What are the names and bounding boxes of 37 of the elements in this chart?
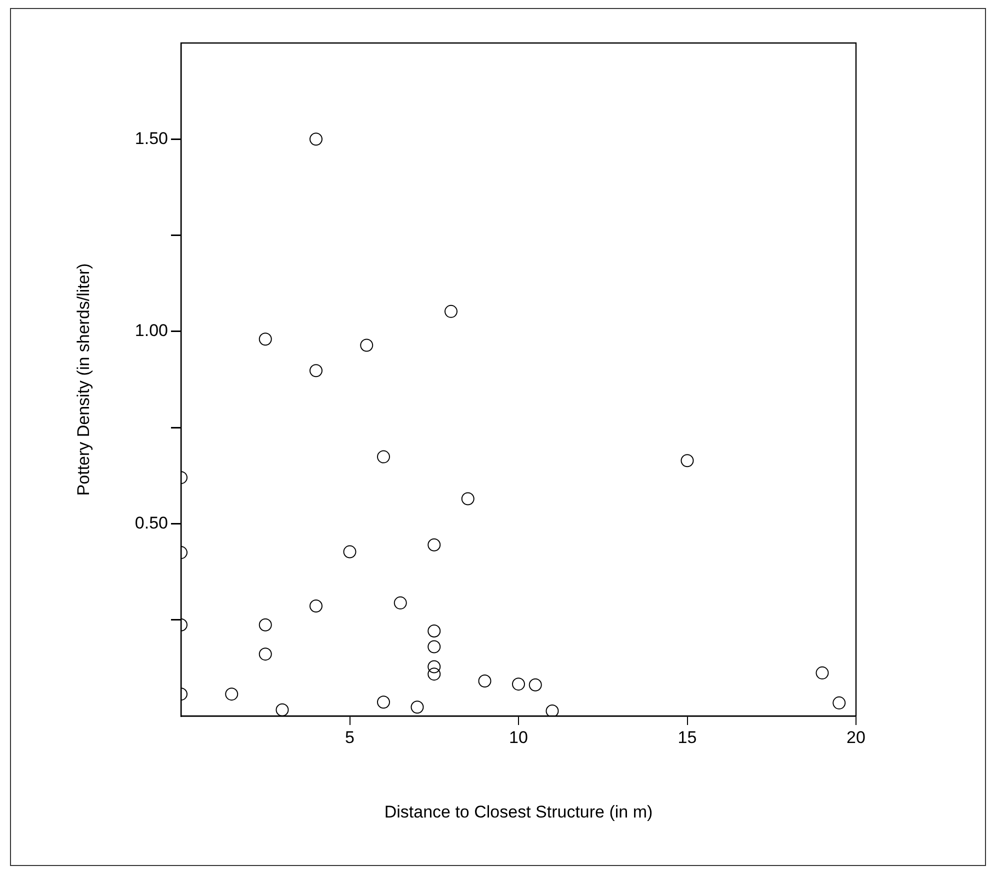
point <box>343 545 356 558</box>
point <box>258 618 272 632</box>
point <box>410 700 424 714</box>
point <box>428 668 441 681</box>
point <box>428 660 441 674</box>
point <box>680 454 694 468</box>
point <box>310 364 322 378</box>
point <box>528 678 542 692</box>
x-tick-label: 5 <box>345 728 354 747</box>
y-axis-title: Pottery Density (in sherds/liter) <box>74 263 93 496</box>
y-tick-label: 1.50 <box>134 128 168 148</box>
point <box>310 600 322 613</box>
point <box>360 338 374 352</box>
point <box>225 688 238 701</box>
point <box>428 624 441 638</box>
x-tick-label: 20 <box>846 728 866 747</box>
point <box>428 538 441 552</box>
y-tick-label: 0.50 <box>134 513 168 532</box>
point <box>512 678 525 691</box>
point <box>832 696 846 710</box>
point <box>428 640 441 654</box>
point <box>444 304 458 318</box>
point <box>478 674 492 688</box>
point <box>461 492 474 506</box>
x-axis-title: Distance to Closest Structure (in m) <box>384 802 653 822</box>
point <box>377 696 390 709</box>
point <box>816 666 829 680</box>
point <box>310 132 322 146</box>
point <box>276 703 289 716</box>
x-tick-label: 10 <box>509 728 528 747</box>
point <box>258 648 272 661</box>
x-tick-label: 15 <box>678 728 697 747</box>
point <box>394 596 407 610</box>
point <box>258 332 272 346</box>
point <box>546 704 559 716</box>
point <box>377 450 390 464</box>
y-tick-label: 1.00 <box>134 321 168 340</box>
